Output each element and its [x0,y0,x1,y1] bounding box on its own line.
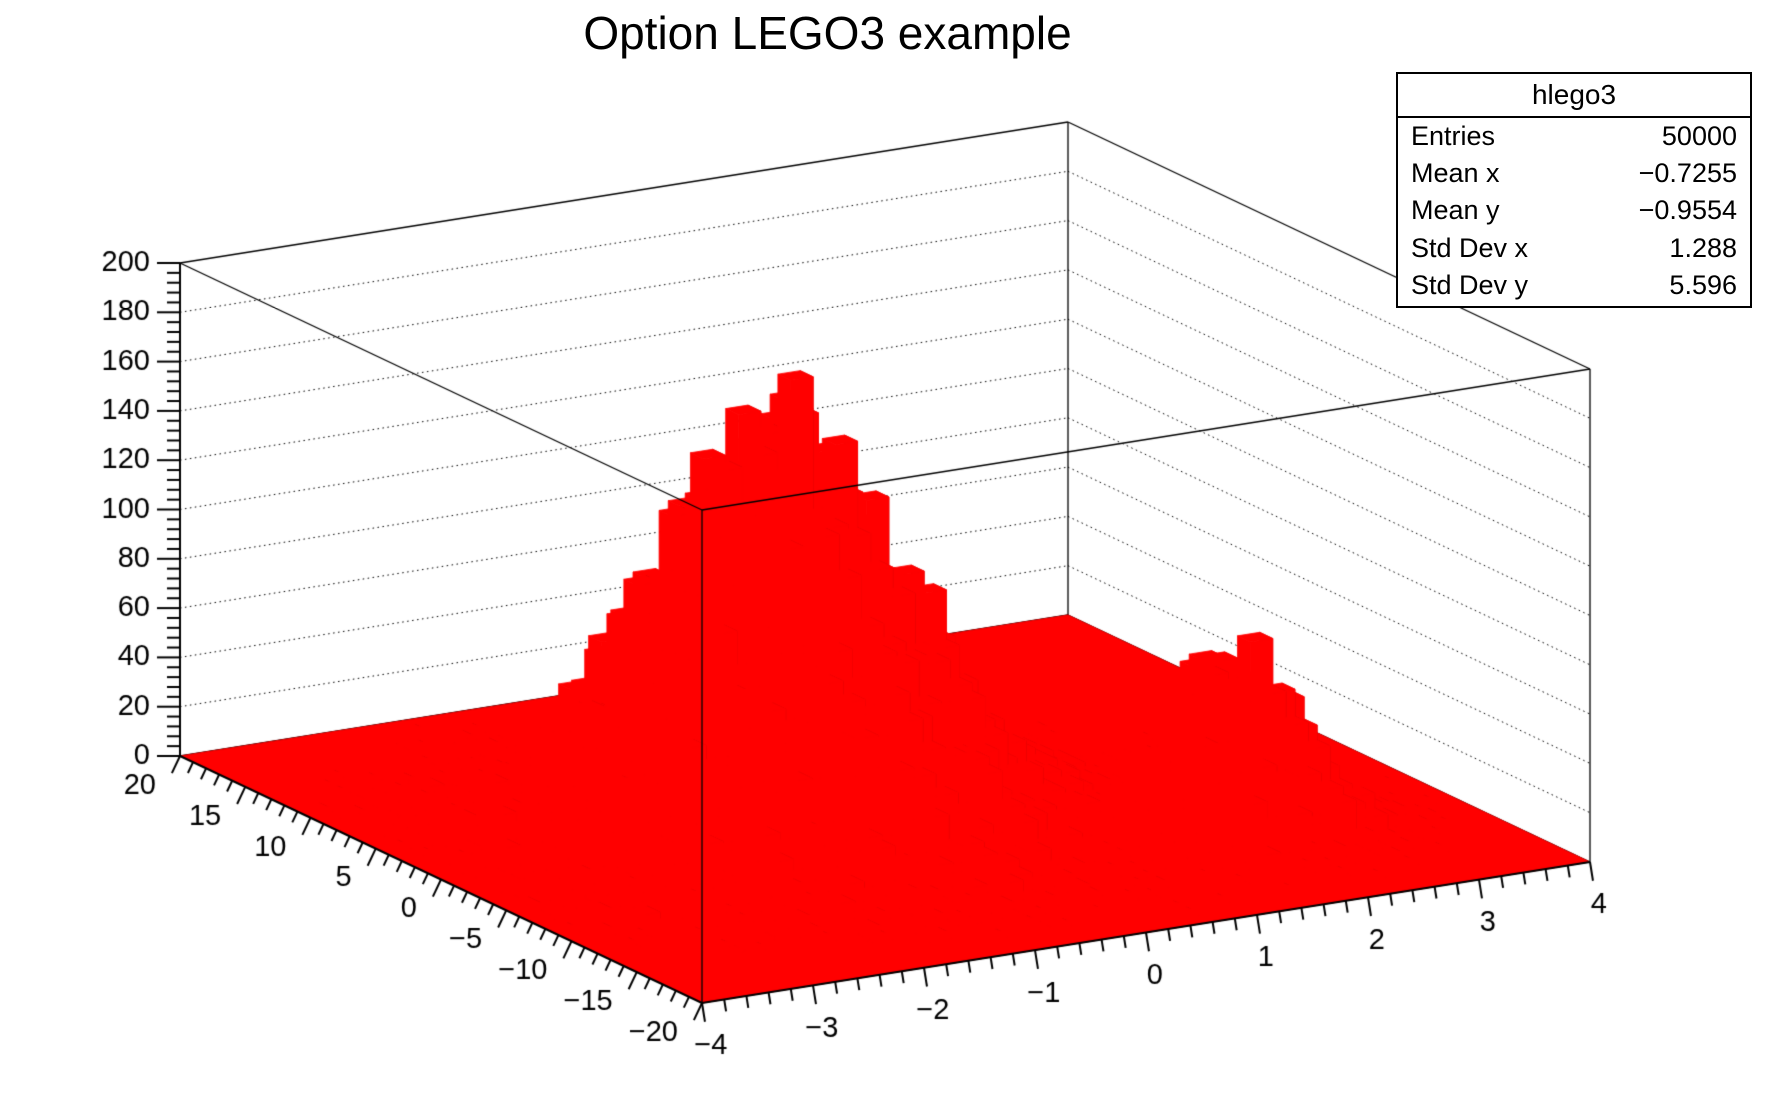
stats-label: Std Dev y [1411,269,1529,300]
stats-label: Std Dev x [1411,232,1529,263]
stats-row-stddev-y: Std Dev y 5.596 [1411,270,1737,301]
stats-value: 1.288 [1669,232,1737,263]
stats-value: −0.9554 [1638,195,1737,226]
stats-label: Entries [1411,121,1496,152]
stats-row-mean-x: Mean x −0.7255 [1411,158,1737,189]
stats-value: −0.7255 [1638,158,1737,189]
stats-rows: Entries 50000 Mean x −0.7255 Mean y −0.9… [1398,118,1750,304]
stats-row-mean-y: Mean y −0.9554 [1411,195,1737,226]
stats-box-title: hlego3 [1398,74,1750,118]
stats-box: hlego3 Entries 50000 Mean x −0.7255 Mean… [1396,72,1752,308]
chart-title: Option LEGO3 example [583,7,1072,59]
stats-label: Mean y [1411,195,1500,226]
stats-row-entries: Entries 50000 [1411,121,1737,152]
stats-value: 5.596 [1669,269,1737,300]
stats-row-stddev-x: Std Dev x 1.288 [1411,233,1737,264]
stats-label: Mean x [1411,158,1500,189]
stats-value: 50000 [1661,121,1737,152]
